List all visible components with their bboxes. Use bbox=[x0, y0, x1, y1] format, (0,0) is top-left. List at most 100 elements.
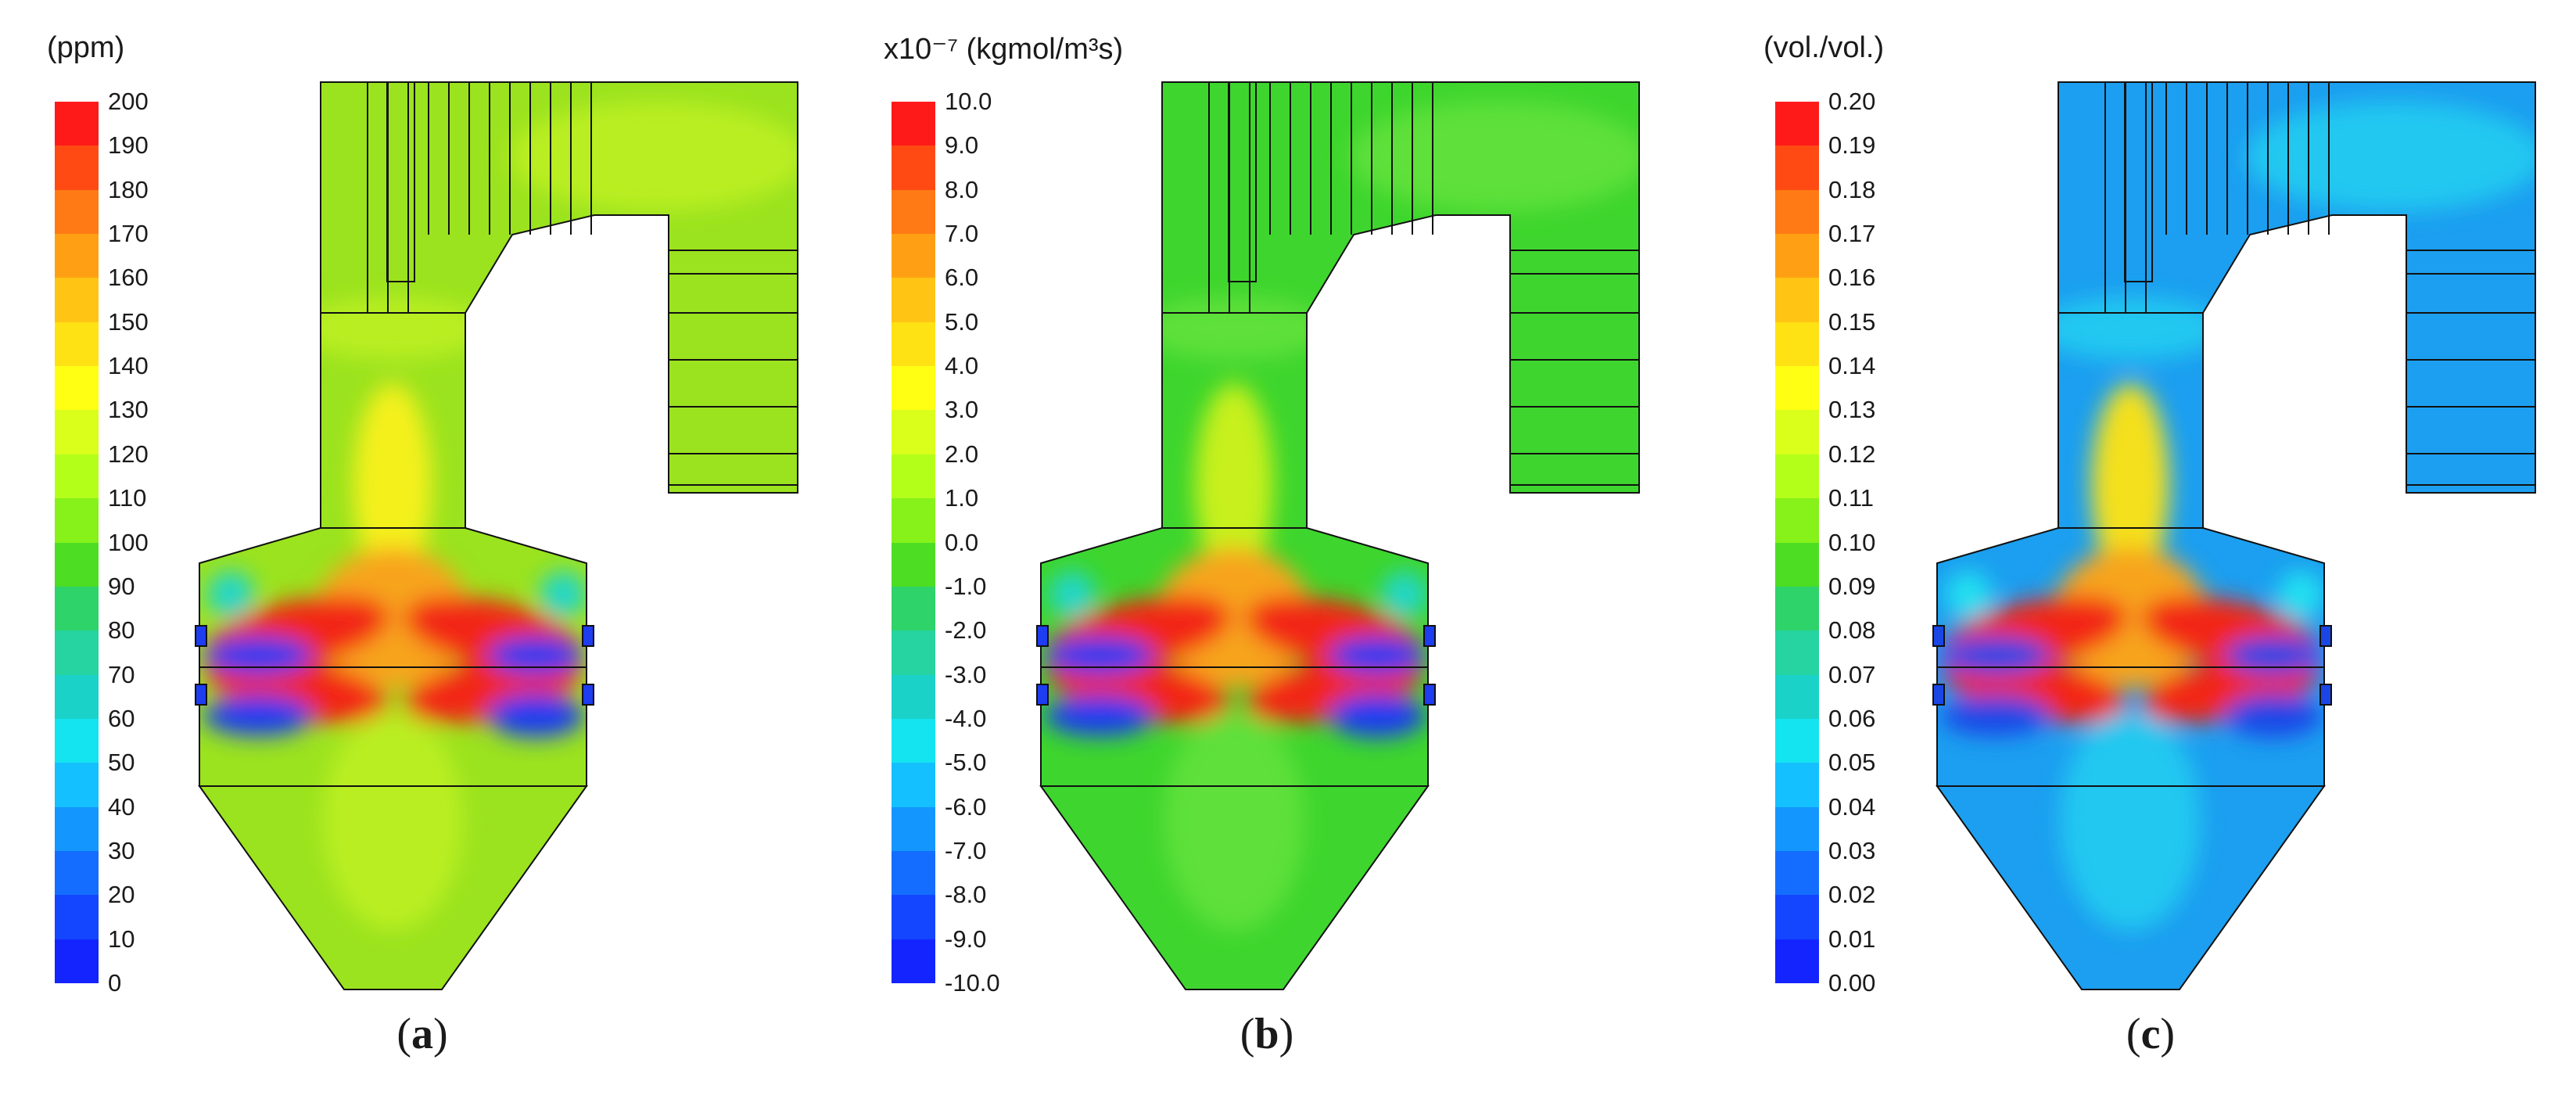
contour-region bbox=[203, 637, 313, 674]
colorbar-tick-label: 10 bbox=[108, 925, 135, 953]
colorbar-tick-label: 0.05 bbox=[1828, 749, 1876, 777]
colorbar-swatch bbox=[55, 454, 99, 499]
colorbar-tick-label: 8.0 bbox=[945, 175, 979, 203]
colorbar-swatch bbox=[55, 806, 99, 852]
colorbar-tick-label: 80 bbox=[108, 616, 135, 645]
colorbar-swatch bbox=[1775, 498, 1819, 543]
colorbar-swatch bbox=[55, 102, 99, 146]
colorbar-unit-label: x10⁻⁷ (kgmol/m³s) bbox=[884, 33, 1124, 66]
colorbar-swatch bbox=[1775, 674, 1819, 720]
colorbar bbox=[1775, 102, 1819, 984]
colorbar-swatch bbox=[1775, 895, 1819, 940]
colorbar-tick-label: 4.0 bbox=[945, 352, 979, 380]
colorbar-tick-label: 0.17 bbox=[1828, 220, 1876, 248]
colorbar-tick-label: -3.0 bbox=[945, 660, 987, 688]
colorbar-swatch bbox=[892, 189, 935, 235]
colorbar-swatch bbox=[892, 454, 935, 499]
colorbar-swatch bbox=[892, 321, 935, 367]
colorbar-swatch bbox=[892, 542, 935, 587]
colorbar-tick-label: -1.0 bbox=[945, 572, 987, 600]
colorbar-swatch bbox=[55, 586, 99, 631]
caption-close-paren: ) bbox=[1279, 1010, 1294, 1058]
colorbar-swatch bbox=[55, 410, 99, 455]
colorbar-swatch bbox=[1775, 410, 1819, 455]
colorbar-tick-label: -4.0 bbox=[945, 704, 987, 732]
colorbar-tick-label: -7.0 bbox=[945, 836, 987, 864]
colorbar-tick-label: 0.14 bbox=[1828, 352, 1876, 380]
colorbar-tick-label: 90 bbox=[108, 572, 135, 600]
caption-letter: a bbox=[411, 1010, 433, 1058]
contour-region bbox=[1329, 637, 1426, 674]
contour-region bbox=[353, 383, 432, 587]
colorbar-tick-label: 0.09 bbox=[1828, 572, 1876, 600]
colorbar-swatch bbox=[1775, 939, 1819, 984]
contour-region bbox=[314, 548, 471, 688]
colorbar-tick-label: 180 bbox=[108, 175, 149, 203]
caption-open-paren: ( bbox=[396, 1010, 411, 1058]
colorbar-tick-label: 7.0 bbox=[945, 220, 979, 248]
colorbar-swatch bbox=[1775, 850, 1819, 896]
caption-close-paren: ) bbox=[433, 1010, 448, 1058]
furnace-outline bbox=[195, 81, 798, 990]
furnace-contour-plot bbox=[195, 81, 798, 990]
contour-region bbox=[1049, 571, 1096, 618]
colorbar-swatch bbox=[55, 498, 99, 543]
colorbar-tick-label: 6.0 bbox=[945, 264, 979, 292]
furnace-outline bbox=[1932, 81, 2536, 990]
colorbar-tick-label: 110 bbox=[108, 484, 147, 512]
colorbar-tick-label: 0.10 bbox=[1828, 528, 1876, 556]
colorbar-swatch bbox=[55, 850, 99, 896]
colorbar-swatch bbox=[55, 718, 99, 763]
contour-region bbox=[487, 637, 584, 674]
colorbar-tick-label: 0.0 bbox=[945, 528, 979, 556]
colorbar-swatch bbox=[892, 586, 935, 631]
colorbar-swatch bbox=[892, 763, 935, 808]
furnace-contour-plot bbox=[1036, 81, 1640, 990]
colorbar-tick-label: 10.0 bbox=[945, 88, 992, 115]
contour-region bbox=[322, 712, 463, 931]
furnace-outline bbox=[1036, 81, 1640, 990]
colorbar-tick-label: 160 bbox=[108, 264, 149, 292]
colorbar-tick-label: 0.04 bbox=[1828, 792, 1876, 821]
colorbar-tick-label: 100 bbox=[108, 528, 149, 556]
colorbar-tick-label: 0.12 bbox=[1828, 440, 1876, 468]
colorbar-swatch bbox=[1775, 366, 1819, 411]
contour-region bbox=[1164, 712, 1304, 931]
colorbar-swatch bbox=[1775, 454, 1819, 499]
contour-region bbox=[1350, 102, 1639, 211]
colorbar-swatch bbox=[892, 498, 935, 543]
caption-letter: b bbox=[1254, 1010, 1279, 1058]
colorbar-swatch bbox=[1775, 542, 1819, 587]
colorbar-swatch bbox=[892, 895, 935, 940]
caption-letter: c bbox=[2140, 1010, 2161, 1058]
colorbar-tick-label: -6.0 bbox=[945, 792, 987, 821]
contour-region bbox=[207, 571, 254, 618]
colorbar-tick-label: 190 bbox=[108, 131, 149, 160]
colorbar-tick-label: 120 bbox=[108, 440, 149, 468]
contour-region bbox=[1045, 637, 1154, 674]
colorbar-swatch bbox=[892, 278, 935, 323]
colorbar-swatch bbox=[55, 895, 99, 940]
contour-field bbox=[203, 102, 798, 931]
colorbar-swatch bbox=[55, 366, 99, 411]
colorbar-tick-label: 0.19 bbox=[1828, 131, 1876, 160]
colorbar-unit-label: (vol./vol.) bbox=[1763, 31, 1885, 64]
panel-caption: (a) bbox=[396, 1009, 447, 1059]
colorbar-swatch bbox=[55, 189, 99, 235]
colorbar-swatch bbox=[1775, 145, 1819, 191]
colorbar-tick-label: 0 bbox=[108, 969, 122, 997]
contour-region bbox=[2060, 712, 2201, 931]
colorbar-swatch bbox=[1775, 763, 1819, 808]
colorbar-tick-label: 0.16 bbox=[1828, 264, 1876, 292]
colorbar-swatch bbox=[892, 234, 935, 278]
caption-open-paren: ( bbox=[2126, 1010, 2141, 1058]
panel-caption: (b) bbox=[1240, 1009, 1293, 1059]
contour-region bbox=[2091, 383, 2169, 587]
colorbar-swatch bbox=[1775, 189, 1819, 235]
colorbar-tick-label: 0.02 bbox=[1828, 881, 1876, 909]
colorbar-tick-label: 60 bbox=[108, 704, 135, 732]
contour-region bbox=[487, 694, 584, 738]
colorbar-tick-label: 0.15 bbox=[1828, 307, 1876, 336]
colorbar-swatch bbox=[55, 145, 99, 191]
